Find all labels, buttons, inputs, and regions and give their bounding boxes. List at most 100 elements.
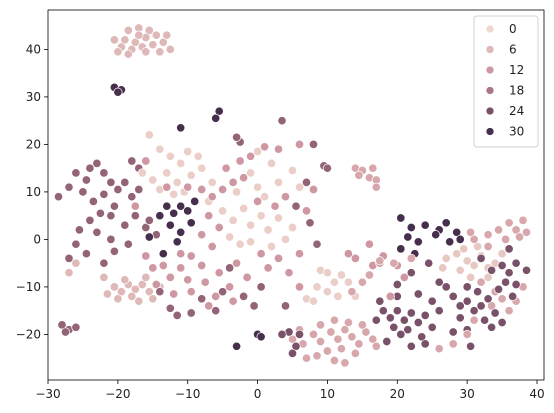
data-point-top-left-cluster-6: [109, 35, 119, 45]
data-point-center-light-19: [239, 203, 249, 214]
data-point-bottom-pink-cluster-16: [301, 353, 312, 363]
data-point-center-purple-20: [172, 310, 182, 320]
data-point-right-dark-cluster-12: [396, 244, 406, 254]
data-point-center-light-31: [273, 177, 284, 187]
data-point-top-left-cluster-14: [123, 49, 133, 59]
data-point-center-bottom-dark-2: [232, 341, 242, 351]
data-point-center-mix-12: [273, 144, 284, 154]
data-point-left-pink-cluster-16: [71, 258, 81, 268]
data-point-center-light-29: [287, 222, 298, 233]
data-point-left-cluster-22: [123, 239, 133, 249]
data-point-center-bottom-dark-1: [256, 332, 266, 342]
data-point-left-cluster-20: [130, 211, 140, 221]
data-point-right-purple-12: [462, 296, 472, 306]
legend-box: [473, 15, 539, 148]
data-point-center-light-35: [287, 165, 298, 176]
data-point-bottom-pink-cluster-15: [312, 351, 322, 361]
data-point-right-purple-20: [504, 244, 514, 254]
data-point-mid-light-small-9: [308, 296, 319, 306]
y-axis: −20 −10 0 10 20 30 40: [16, 42, 48, 341]
data-point-left-cluster-30: [127, 156, 137, 166]
data-point-right-pink-21: [434, 344, 444, 354]
data-point-bottom-pink-cluster-20: [329, 315, 339, 325]
data-point-bottom-purple-cluster-8: [399, 315, 409, 325]
data-point-center-dark-8: [144, 232, 154, 242]
data-point-bottom-purple-cluster-25: [434, 306, 444, 316]
data-point-left-pink-cluster-15: [64, 268, 74, 278]
data-point-center-light-24: [225, 232, 235, 242]
data-point-right-pink-small-6: [371, 182, 381, 192]
data-point-center-mix-9: [235, 156, 245, 166]
data-point-right-pink-24: [375, 256, 385, 266]
data-point-right-pink-0: [483, 230, 493, 240]
data-point-center-mix-40: [301, 206, 312, 216]
data-point-center-mix-15: [214, 222, 224, 233]
data-point-bottom-pink-cluster-13: [336, 344, 346, 354]
data-point-bottom-pink-cluster-11: [371, 341, 381, 351]
data-point-left-pink-cluster-0: [109, 282, 119, 292]
y-tick-label: 30: [26, 90, 41, 104]
data-point-left-cluster-4: [106, 177, 116, 187]
data-point-left-cluster-8: [99, 189, 109, 199]
data-point-right-light-6: [466, 272, 476, 282]
data-point-bottom-purple-cluster-32: [448, 327, 458, 337]
data-point-right-light-11: [459, 244, 469, 254]
data-point-right-dark-cluster-9: [403, 232, 413, 242]
data-point-center-light-36: [294, 182, 305, 192]
data-point-center-mix-22: [165, 272, 175, 282]
data-point-right-pink-8: [483, 241, 493, 252]
data-point-right-pink-15: [504, 306, 514, 316]
data-point-right-dark-cluster-1: [406, 222, 416, 233]
data-point-right-purple-4: [511, 258, 521, 268]
data-point-center-dark-10: [158, 249, 168, 259]
data-point-bottom-purple-cluster-33: [462, 282, 472, 292]
data-point-center-dark-4: [190, 196, 200, 206]
data-point-center-light-1: [155, 144, 165, 154]
data-point-left-cluster-3: [99, 168, 109, 178]
data-point-center-mix-46: [148, 263, 158, 273]
data-point-left-pink-cluster-13: [102, 289, 112, 299]
data-point-right-pink-4: [518, 215, 528, 225]
data-point-bottom-pink-cluster-14: [322, 346, 332, 356]
data-point-center-mix-35: [273, 253, 284, 263]
data-point-right-pink-7: [501, 234, 511, 244]
data-point-center-dark-5: [165, 220, 175, 230]
data-point-right-pink-18: [469, 315, 479, 325]
data-point-bottom-pink-cluster-17: [329, 355, 339, 366]
data-point-right-light-9: [497, 249, 507, 259]
data-point-right-mix-6: [343, 249, 353, 259]
data-point-right-purple-10: [483, 294, 493, 304]
data-point-center-mix-11: [260, 142, 270, 152]
data-point-bottom-purple-cluster-24: [427, 296, 437, 306]
data-point-left-pink-cluster-7: [113, 294, 123, 304]
data-point-center-mix-45: [141, 251, 151, 261]
data-point-center-purple-1: [232, 132, 242, 142]
data-point-center-purple-17: [280, 301, 291, 311]
data-point-bottom-pink-cluster-19: [343, 317, 353, 328]
data-point-right-mix-8: [385, 291, 395, 301]
data-point-center-light-2: [165, 151, 175, 161]
y-tick-label: −20: [16, 327, 41, 341]
data-point-bottom-purple-cluster-5: [378, 306, 388, 316]
data-point-bottom-purple-cluster-35: [424, 258, 434, 268]
data-point-left-cluster-26: [81, 249, 91, 259]
data-point-center-mix-32: [242, 272, 252, 282]
data-point-bottom-purple-cluster-18: [406, 341, 416, 351]
data-point-right-light-2: [462, 256, 472, 266]
data-point-right-purple-19: [466, 341, 476, 351]
data-point-center-mix-36: [284, 268, 294, 278]
data-point-right-pink-22: [389, 258, 399, 268]
data-point-left-cluster-6: [78, 187, 88, 197]
data-point-center-mix-41: [308, 184, 319, 195]
data-point-center-mix-18: [186, 251, 196, 261]
legend-marker-0: [485, 24, 495, 34]
legend-label-12: 12: [509, 63, 524, 77]
data-point-center-mix-19: [197, 260, 207, 271]
data-point-mid-light-small-2: [329, 277, 339, 287]
data-point-left-cluster-2: [92, 158, 102, 168]
data-point-center-purple-14: [239, 291, 249, 301]
data-point-left-cluster-17: [92, 227, 102, 237]
data-point-center-purple-13: [218, 287, 228, 297]
data-point-right-dark-cluster-8: [431, 230, 441, 240]
data-point-bottom-pink-cluster-4: [326, 327, 336, 337]
